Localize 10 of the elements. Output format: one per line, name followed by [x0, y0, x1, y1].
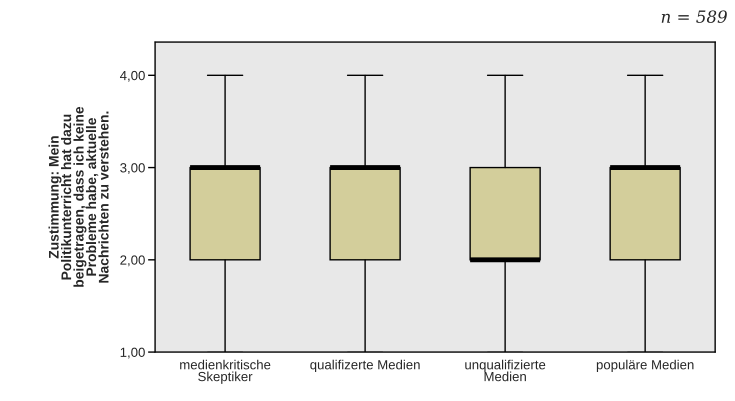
y-axis-title: Zustimmung: Mein Politikunterricht hat dazu beigetragen, dass ich keine Probleme habe, aktuelle Nachrichten zu verstehen. [48, 106, 109, 287]
x-tick-label: medienkritische Skeptiker [180, 360, 270, 384]
x-tick-label: unqualifizierte Medien [465, 360, 546, 382]
x-tick-label: populäre Medien [596, 360, 694, 372]
y-tick-label: 4,00 [120, 70, 145, 82]
x-tick-label: qualifizerte Medien [310, 360, 420, 372]
y-tick-label: 3,00 [120, 163, 145, 174]
y-tick-label: 2,00 [120, 255, 145, 266]
text: n = 589 [662, 10, 727, 23]
y-tick-label: 1,00 [120, 348, 145, 359]
